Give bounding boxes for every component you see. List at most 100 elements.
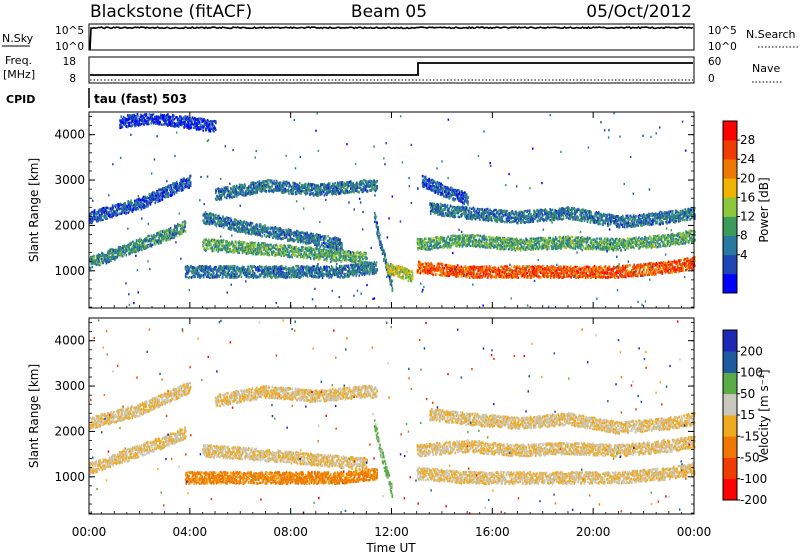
power-cell <box>97 216 99 218</box>
power-cell <box>172 122 174 124</box>
power-cell <box>147 205 149 207</box>
power-cell <box>189 270 191 272</box>
power-cell <box>171 237 173 239</box>
power-cell <box>227 276 229 278</box>
power-cell <box>150 203 152 205</box>
power-cell <box>356 273 358 275</box>
noise-panel: N.Sky 10^5 10^0 10^5 10^0 N.Search <box>2 24 798 53</box>
power-cell <box>182 189 184 191</box>
power-band-0 <box>89 220 186 270</box>
nave-tick-bottom: 0 <box>708 73 715 85</box>
power-cell <box>227 186 229 188</box>
power-cell <box>311 275 313 277</box>
power-cell <box>148 245 150 247</box>
power-cell <box>370 267 372 269</box>
power-cell <box>345 273 347 275</box>
power-cell <box>190 185 192 187</box>
noise-tick-bottom-left: 10^0 <box>55 41 84 53</box>
power-cell <box>148 123 150 125</box>
power-cell <box>102 219 104 221</box>
power-cell <box>238 192 240 194</box>
power-cell <box>130 242 132 244</box>
power-cell <box>234 265 236 267</box>
power-cell <box>113 205 115 207</box>
power-cell <box>345 269 347 271</box>
power-cell <box>108 207 110 209</box>
power-cell <box>243 266 245 268</box>
power-cell <box>192 121 194 123</box>
power-cell <box>170 116 172 118</box>
power-cell <box>178 190 180 192</box>
power-cell <box>101 258 103 260</box>
power-cell <box>141 249 143 251</box>
power-cell <box>185 230 187 232</box>
power-cell <box>358 274 360 276</box>
power-cell <box>149 113 151 115</box>
power-cell <box>244 184 246 186</box>
power-cell <box>224 196 226 198</box>
power-cell <box>261 266 263 268</box>
freq-tick-bottom: 8 <box>69 73 76 85</box>
power-band-4 <box>215 179 378 201</box>
power-cell <box>153 113 155 115</box>
nsky-label: N.Sky <box>2 32 34 45</box>
power-cell <box>178 125 180 127</box>
power-cell <box>120 115 122 117</box>
power-cell <box>154 202 156 204</box>
power-cell <box>194 276 196 278</box>
power-cell <box>213 130 215 132</box>
power-band-1 <box>89 175 191 224</box>
power-cell <box>289 267 291 269</box>
power-cell <box>309 270 311 272</box>
power-cell <box>234 185 236 187</box>
power-cell <box>312 273 314 275</box>
power-cell <box>136 118 138 120</box>
power-cell <box>159 197 161 199</box>
power-cell <box>267 275 269 277</box>
power-cell <box>328 266 330 268</box>
power-cell <box>240 273 242 275</box>
cpid-value: tau (fast) 503 <box>94 92 187 106</box>
power-cell <box>191 126 193 128</box>
power-cell <box>185 221 187 223</box>
power-cell <box>316 268 318 270</box>
power-cell <box>236 272 238 274</box>
power-cell <box>176 229 178 231</box>
nsky-noise-line <box>90 27 693 50</box>
power-cell <box>156 190 158 192</box>
power-cell <box>148 235 150 237</box>
power-cell <box>331 276 333 278</box>
power-cell <box>130 205 132 207</box>
nave-label: Nave <box>752 62 780 75</box>
power-cell <box>264 276 266 278</box>
date-title: 05/Oct/2012 <box>586 2 692 22</box>
power-cell <box>122 126 124 128</box>
power-cell <box>137 115 139 117</box>
freq-label-line2: [MHz] <box>3 68 35 81</box>
power-cell <box>117 214 119 216</box>
power-cell <box>98 212 100 214</box>
power-panel: 4000300020001000 Slant Range [km] <box>27 112 696 310</box>
freq-tick-top: 18 <box>63 56 76 68</box>
power-cell <box>139 249 141 251</box>
power-cell <box>236 195 238 197</box>
power-cell <box>95 217 97 219</box>
freq-label-line1: Freq. <box>5 54 32 67</box>
power-cell <box>250 271 252 273</box>
power-cell <box>200 124 202 126</box>
station-title: Blackstone (fitACF) <box>90 2 252 22</box>
power-cell <box>286 269 288 271</box>
power-cell <box>138 208 140 210</box>
beam-title: Beam 05 <box>351 2 427 22</box>
power-cell <box>161 124 163 126</box>
power-cell <box>159 200 161 202</box>
power-cell <box>106 218 108 220</box>
power-cell <box>132 250 134 252</box>
power-cell <box>150 122 152 124</box>
power-cell <box>226 197 228 199</box>
freq-line <box>90 63 693 75</box>
power-cell <box>132 202 134 204</box>
power-cell <box>138 201 140 203</box>
power-cell <box>112 207 114 209</box>
power-cell <box>375 264 377 266</box>
